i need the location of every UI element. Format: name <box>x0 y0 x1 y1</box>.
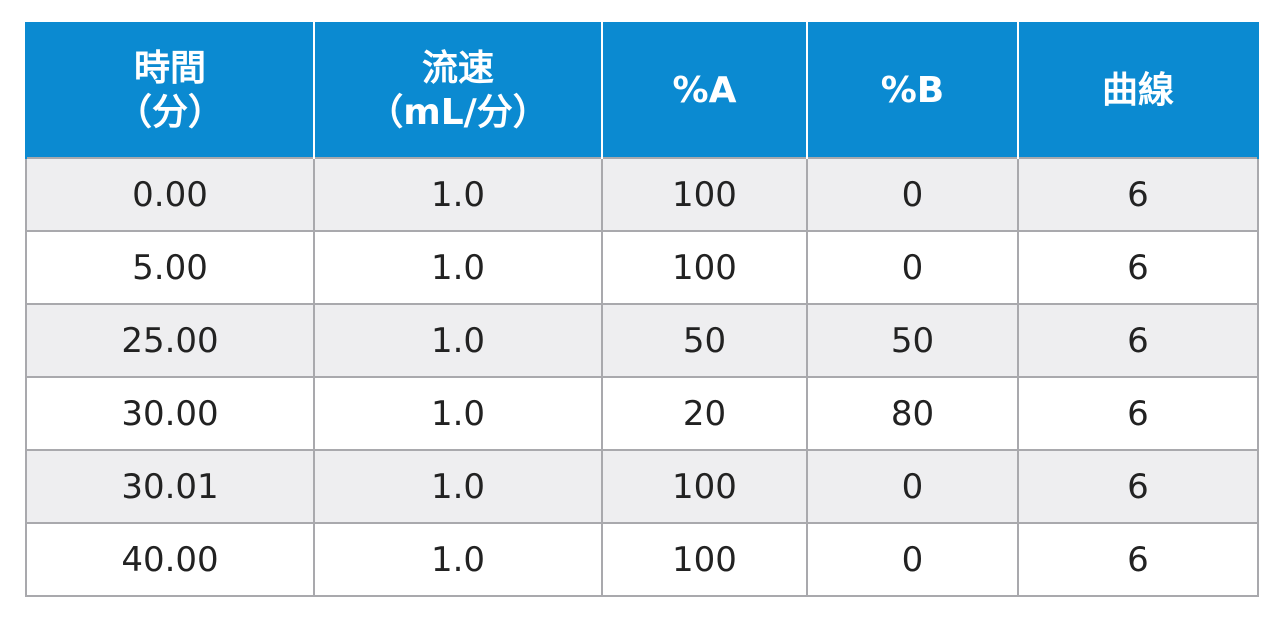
cell-time: 25.00 <box>25 303 315 378</box>
header-curve: 曲線 <box>1017 22 1259 158</box>
table-row: 30.01 1.0 100 0 6 <box>25 449 1259 524</box>
cell-percent-a: 100 <box>601 157 808 232</box>
cell-percent-a: 100 <box>601 230 808 305</box>
gradient-table-container: 時間 （分） 流速 （mL/分） %A %B 曲線 0 <box>25 22 1259 597</box>
cell-time: 5.00 <box>25 230 315 305</box>
table-row: 0.00 1.0 100 0 6 <box>25 157 1259 232</box>
cell-flow-rate: 1.0 <box>313 449 603 524</box>
table-row: 30.00 1.0 20 80 6 <box>25 376 1259 451</box>
header-percent-a-label: %A <box>672 69 737 111</box>
cell-curve: 6 <box>1017 157 1259 232</box>
cell-percent-a: 20 <box>601 376 808 451</box>
cell-percent-b: 50 <box>806 303 1019 378</box>
cell-flow-rate: 1.0 <box>313 522 603 597</box>
header-time-unit: （分） <box>115 91 224 133</box>
table-row: 25.00 1.0 50 50 6 <box>25 303 1259 378</box>
cell-time: 30.00 <box>25 376 315 451</box>
cell-curve: 6 <box>1017 376 1259 451</box>
cell-percent-a: 100 <box>601 449 808 524</box>
header-row: 時間 （分） 流速 （mL/分） %A %B 曲線 <box>25 22 1259 158</box>
cell-curve: 6 <box>1017 522 1259 597</box>
cell-percent-b: 0 <box>806 157 1019 232</box>
cell-percent-b: 80 <box>806 376 1019 451</box>
table-row: 5.00 1.0 100 0 6 <box>25 230 1259 305</box>
header-percent-a: %A <box>601 22 808 158</box>
cell-flow-rate: 1.0 <box>313 230 603 305</box>
header-flow-rate-unit: （mL/分） <box>367 91 549 133</box>
cell-curve: 6 <box>1017 230 1259 305</box>
header-time: 時間 （分） <box>25 22 315 158</box>
header-percent-b: %B <box>806 22 1019 158</box>
cell-time: 30.01 <box>25 449 315 524</box>
header-flow-rate-label: 流速 <box>421 47 494 89</box>
cell-curve: 6 <box>1017 449 1259 524</box>
cell-flow-rate: 1.0 <box>313 157 603 232</box>
cell-time: 40.00 <box>25 522 315 597</box>
header-curve-label: 曲線 <box>1101 69 1174 111</box>
cell-flow-rate: 1.0 <box>313 303 603 378</box>
header-time-label: 時間 <box>133 47 206 89</box>
cell-percent-b: 0 <box>806 449 1019 524</box>
cell-percent-a: 100 <box>601 522 808 597</box>
cell-curve: 6 <box>1017 303 1259 378</box>
cell-flow-rate: 1.0 <box>313 376 603 451</box>
table-row: 40.00 1.0 100 0 6 <box>25 522 1259 597</box>
gradient-table: 時間 （分） 流速 （mL/分） %A %B 曲線 0 <box>25 22 1259 597</box>
cell-time: 0.00 <box>25 157 315 232</box>
cell-percent-b: 0 <box>806 230 1019 305</box>
cell-percent-a: 50 <box>601 303 808 378</box>
header-flow-rate: 流速 （mL/分） <box>313 22 603 158</box>
cell-percent-b: 0 <box>806 522 1019 597</box>
header-percent-b-label: %B <box>880 69 945 111</box>
